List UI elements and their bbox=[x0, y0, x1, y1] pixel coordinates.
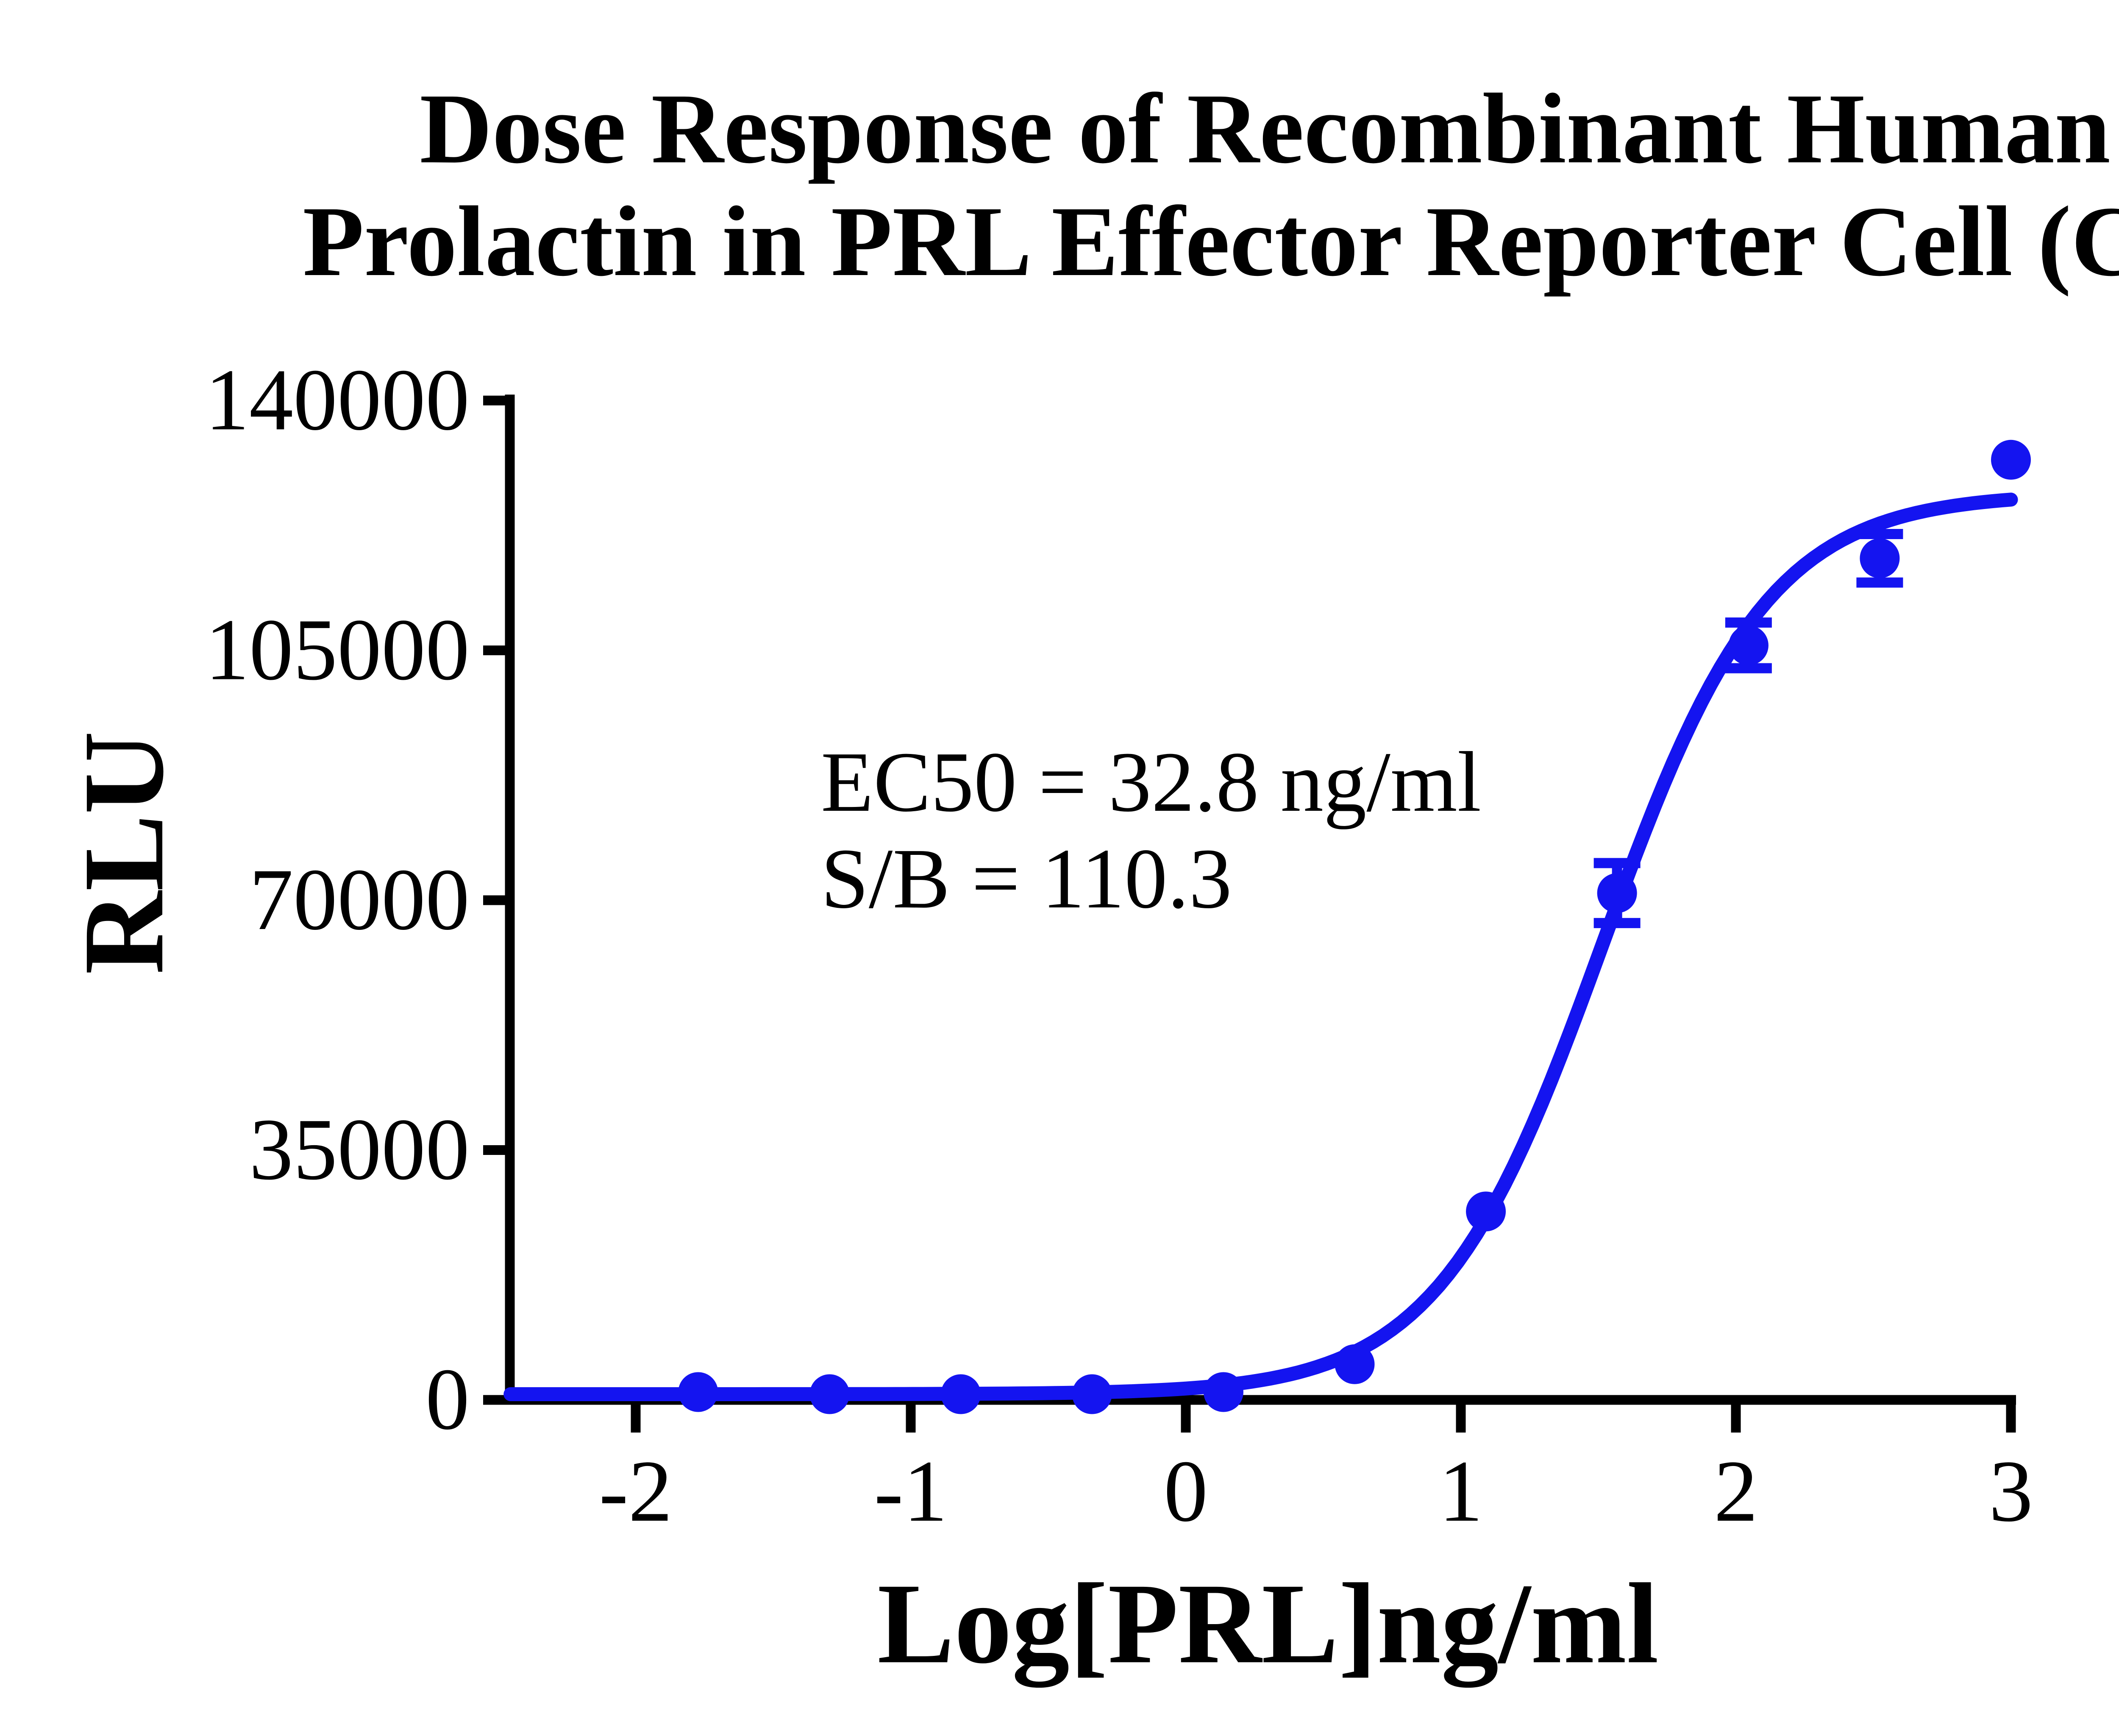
error-bars bbox=[1593, 529, 1903, 928]
x-tick-label: 1 bbox=[1439, 1442, 1483, 1540]
annotation-sb: S/B = 110.3 bbox=[821, 831, 1232, 926]
data-point bbox=[1203, 1372, 1243, 1412]
data-point bbox=[678, 1372, 718, 1412]
chart-title-line2: Prolactin in PRL Effector Reporter Cell … bbox=[303, 186, 2119, 297]
data-point bbox=[1072, 1374, 1112, 1414]
annotation-ec50: EC50 = 32.8 ng/ml bbox=[821, 734, 1481, 829]
x-ticks: -2 -1 0 1 2 3 bbox=[599, 1400, 2033, 1540]
fit-curve-group bbox=[503, 492, 2018, 1401]
data-point bbox=[1728, 625, 1769, 665]
x-tick-label: 0 bbox=[1164, 1442, 1208, 1540]
data-point bbox=[1466, 1191, 1506, 1232]
fit-curve bbox=[503, 492, 2018, 1401]
y-tick-label: 0 bbox=[425, 1350, 470, 1448]
y-tick-label: 105000 bbox=[205, 601, 470, 698]
x-axis-title: Log[PRL]ng/ml bbox=[877, 1560, 1659, 1689]
data-point bbox=[809, 1374, 850, 1414]
data-point bbox=[941, 1374, 981, 1414]
data-point bbox=[1991, 440, 2031, 480]
data-point bbox=[1335, 1344, 1375, 1384]
y-tick-label: 35000 bbox=[249, 1101, 470, 1198]
chart-title-line1: Dose Response of Recombinant Human bbox=[420, 73, 2111, 184]
data-point bbox=[1597, 873, 1637, 913]
y-ticks: 0 35000 70000 105000 140000 bbox=[205, 351, 510, 1448]
x-tick-label: -1 bbox=[874, 1442, 947, 1540]
y-tick-label: 70000 bbox=[249, 851, 470, 948]
x-tick-label: 2 bbox=[1714, 1442, 1758, 1540]
y-tick-label: 140000 bbox=[205, 351, 470, 448]
x-tick-label: 3 bbox=[1989, 1442, 2033, 1540]
data-points bbox=[678, 440, 2031, 1414]
x-tick-label: -2 bbox=[599, 1442, 672, 1540]
y-axis-title: RLU bbox=[60, 731, 187, 974]
data-point bbox=[1860, 538, 1900, 579]
